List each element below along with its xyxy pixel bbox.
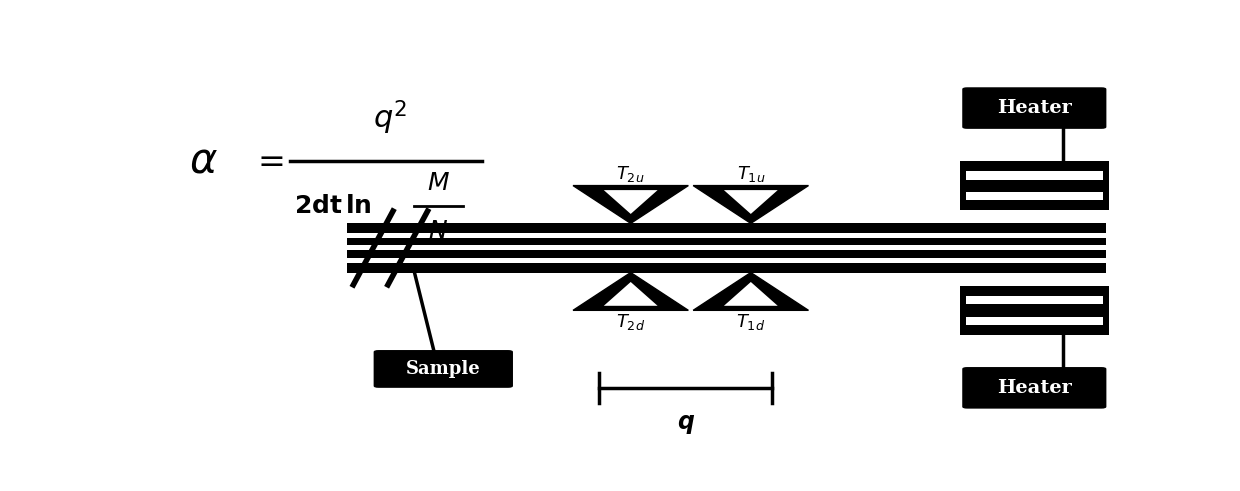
Text: $T_{2u}$: $T_{2u}$ [616, 164, 645, 184]
Text: $T_{1d}$: $T_{1d}$ [737, 312, 765, 332]
Text: Sample: Sample [405, 360, 481, 378]
Text: $=$: $=$ [250, 144, 284, 178]
Polygon shape [604, 190, 657, 214]
Bar [966, 317, 1104, 325]
Polygon shape [693, 186, 808, 223]
Polygon shape [724, 282, 777, 306]
Text: $N$: $N$ [429, 219, 449, 243]
FancyBboxPatch shape [962, 367, 1106, 409]
Polygon shape [604, 282, 657, 306]
Text: $\alpha$: $\alpha$ [188, 140, 217, 182]
Text: $T_{2d}$: $T_{2d}$ [616, 312, 645, 332]
Polygon shape [573, 273, 688, 310]
Bar [347, 258, 1106, 263]
Bar [960, 286, 1109, 335]
FancyBboxPatch shape [962, 87, 1106, 129]
Polygon shape [724, 190, 777, 214]
Bar [347, 233, 1106, 238]
Text: $T_{1u}$: $T_{1u}$ [737, 164, 765, 184]
Polygon shape [573, 186, 688, 223]
Bar [347, 246, 1106, 250]
Text: $\mathbf{2dt\,ln}$: $\mathbf{2dt\,ln}$ [294, 194, 372, 218]
Polygon shape [693, 273, 808, 310]
Bar [960, 161, 1109, 210]
Bar [966, 171, 1104, 180]
Text: q: q [677, 410, 694, 434]
Bar [966, 296, 1104, 304]
Bar [966, 192, 1104, 200]
Text: $M$: $M$ [427, 171, 450, 195]
FancyBboxPatch shape [373, 350, 513, 388]
Text: Heater: Heater [997, 99, 1071, 117]
Bar [347, 223, 1106, 273]
Text: Heater: Heater [997, 379, 1071, 397]
Text: $q^2$: $q^2$ [373, 98, 408, 137]
